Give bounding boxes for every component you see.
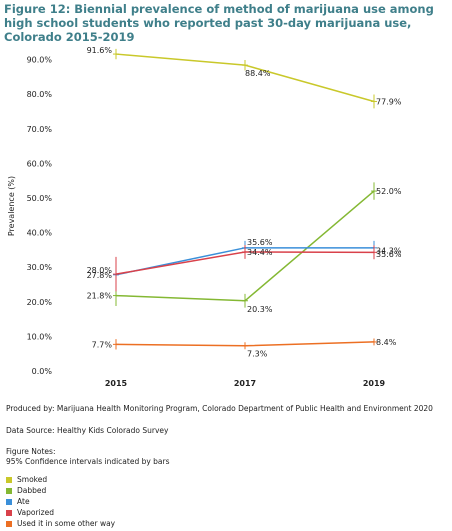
data-label: 52.0% xyxy=(376,187,402,196)
data-label: 7.7% xyxy=(92,340,113,349)
legend-item: Ate xyxy=(6,496,115,507)
legend-label: Smoked xyxy=(17,475,48,484)
y-tick-label: 20.0% xyxy=(27,298,53,307)
legend-item: Dabbed xyxy=(6,485,115,496)
y-tick-label: 10.0% xyxy=(27,332,53,341)
data-label: 88.4% xyxy=(245,69,271,78)
legend-label: Vaporized xyxy=(17,508,54,517)
legend-label: Used it in some other way xyxy=(17,519,116,528)
data-label: 21.8% xyxy=(87,292,113,301)
y-tick-label: 80.0% xyxy=(27,90,53,99)
legend-label: Ate xyxy=(17,497,30,506)
legend-label: Dabbed xyxy=(17,486,47,495)
data-label: 7.3% xyxy=(247,350,268,359)
data-source-note: Data Source: Healthy Kids Colorado Surve… xyxy=(6,426,169,435)
data-label: 77.9% xyxy=(376,97,402,106)
data-label: 91.6% xyxy=(87,46,113,55)
y-tick-label: 40.0% xyxy=(27,229,53,238)
produced-by-note: Produced by: Marijuana Health Monitoring… xyxy=(6,404,433,413)
x-tick-label: 2017 xyxy=(234,379,256,388)
legend-swatch xyxy=(6,509,12,516)
chart-title: Figure 12: Biennial prevalence of method… xyxy=(4,2,434,44)
figure-notes-text: 95% Confidence intervals indicated by ba… xyxy=(6,457,170,466)
data-label: 35.6% xyxy=(376,250,402,259)
y-tick-label: 70.0% xyxy=(27,125,53,134)
data-label: 8.4% xyxy=(376,338,397,347)
y-tick-label: 0.0% xyxy=(32,367,53,376)
legend-swatch xyxy=(6,498,12,505)
legend-swatch xyxy=(6,487,12,494)
x-tick-label: 2015 xyxy=(105,379,128,388)
figure-notes-heading: Figure Notes: xyxy=(6,447,56,456)
legend-swatch xyxy=(6,476,12,483)
y-axis-title: Prevalence (%) xyxy=(7,176,16,236)
y-tick-label: 90.0% xyxy=(27,56,53,65)
data-label: 35.6% xyxy=(247,238,273,247)
y-tick-label: 60.0% xyxy=(27,159,53,168)
y-tick-label: 30.0% xyxy=(27,263,53,272)
chart-legend: Smoked Dabbed Ate Vaporized Used it in some … xyxy=(6,474,115,529)
data-label: 20.3% xyxy=(247,305,273,314)
data-label: 34.4% xyxy=(247,248,273,257)
legend-item: Used it in some other way xyxy=(6,518,115,529)
legend-item: Smoked xyxy=(6,474,115,485)
data-label: 27.8% xyxy=(87,271,113,280)
legend-item: Vaporized xyxy=(6,507,115,518)
data-label: 34.3% xyxy=(376,246,402,255)
x-tick-label: 2019 xyxy=(363,379,386,388)
legend-swatch xyxy=(6,520,12,527)
data-label: 28.0% xyxy=(87,266,113,275)
line-chart: Prevalence (%) 0.0% 10.0% 20.0% 30.0% 40.0% 50… xyxy=(7,46,402,388)
y-tick-label: 50.0% xyxy=(27,194,53,203)
